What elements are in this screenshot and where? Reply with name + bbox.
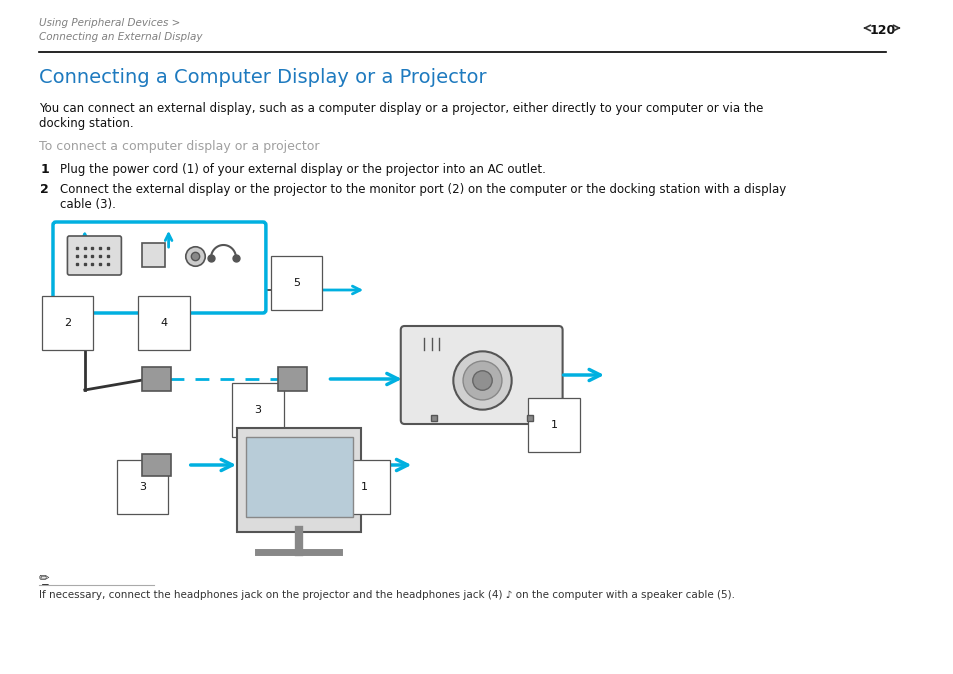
FancyBboxPatch shape [141, 243, 165, 267]
Text: 4: 4 [160, 318, 167, 328]
Text: 3: 3 [254, 405, 261, 415]
Text: 1: 1 [550, 420, 557, 430]
FancyBboxPatch shape [141, 367, 171, 391]
Text: Connecting a Computer Display or a Projector: Connecting a Computer Display or a Proje… [38, 68, 486, 87]
FancyBboxPatch shape [141, 454, 171, 476]
Text: Using Peripheral Devices >: Using Peripheral Devices > [38, 18, 180, 28]
FancyBboxPatch shape [68, 236, 121, 275]
Text: 2: 2 [64, 318, 71, 328]
Text: docking station.: docking station. [38, 117, 133, 130]
Text: You can connect an external display, such as a computer display or a projector, : You can connect an external display, suc… [38, 102, 762, 115]
Text: 120: 120 [868, 24, 895, 37]
FancyBboxPatch shape [53, 222, 266, 313]
FancyBboxPatch shape [246, 437, 353, 517]
Text: Connect the external display or the projector to the monitor port (2) on the com: Connect the external display or the proj… [60, 183, 785, 196]
FancyBboxPatch shape [400, 326, 562, 424]
FancyBboxPatch shape [236, 428, 361, 532]
Text: ✏̲: ✏̲ [38, 572, 49, 585]
Text: cable (3).: cable (3). [60, 198, 115, 211]
Text: To connect a computer display or a projector: To connect a computer display or a proje… [38, 140, 318, 153]
Text: Connecting an External Display: Connecting an External Display [38, 32, 202, 42]
Text: 3: 3 [139, 482, 146, 492]
Text: 5: 5 [293, 278, 300, 288]
Text: If necessary, connect the headphones jack on the projector and the headphones ja: If necessary, connect the headphones jac… [38, 590, 734, 600]
FancyBboxPatch shape [278, 367, 307, 391]
Text: 1: 1 [40, 163, 50, 176]
Text: 2: 2 [40, 183, 50, 196]
Text: 1: 1 [360, 482, 367, 492]
Text: Plug the power cord (1) of your external display or the projector into an AC out: Plug the power cord (1) of your external… [60, 163, 545, 176]
